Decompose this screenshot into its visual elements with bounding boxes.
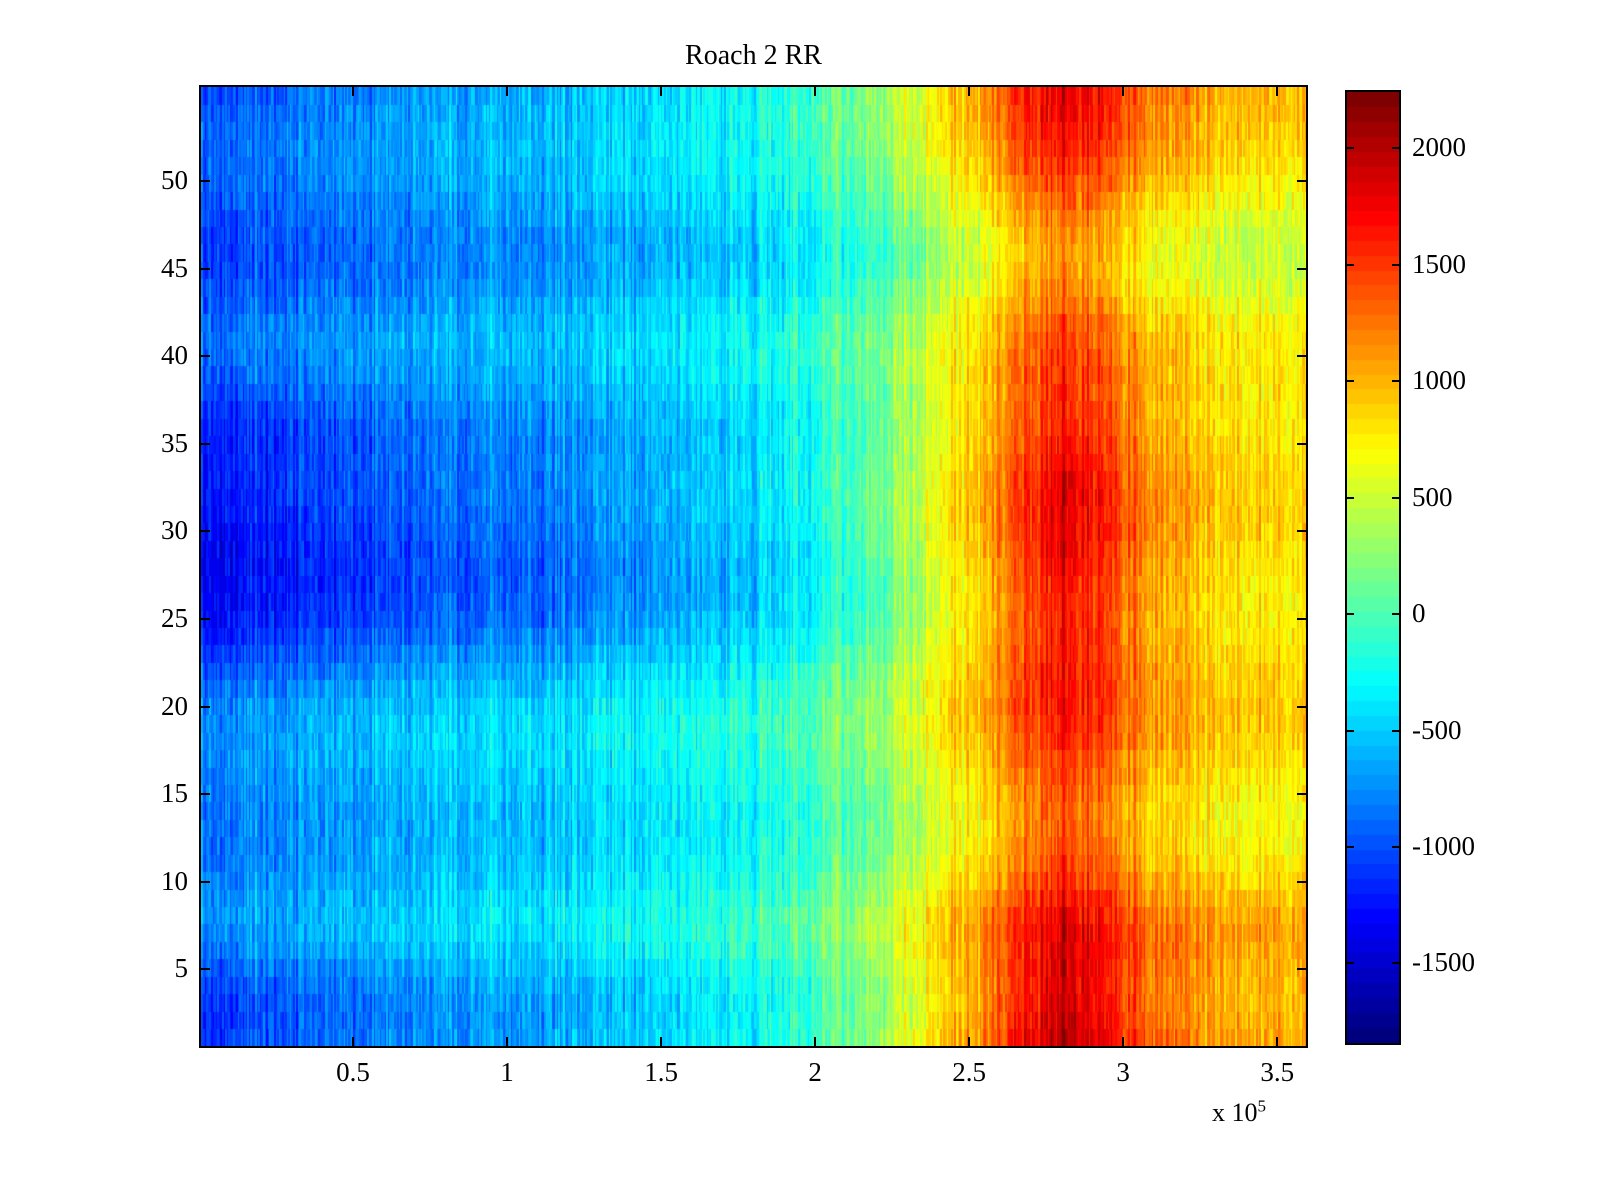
x-tick-mark bbox=[660, 1037, 663, 1048]
y-tick-mark bbox=[1297, 530, 1308, 533]
colorbar-tick-mark bbox=[1345, 147, 1354, 150]
colorbar-tick-mark bbox=[1392, 147, 1401, 150]
y-tick-mark bbox=[199, 880, 210, 883]
colorbar-tick-mark bbox=[1392, 263, 1401, 266]
colorbar-tick-label: -500 bbox=[1412, 714, 1462, 745]
x-tick-mark bbox=[1122, 1037, 1125, 1048]
heatmap-axes[interactable] bbox=[199, 85, 1308, 1048]
x-tick-label: 3 bbox=[1116, 1057, 1130, 1087]
x-tick-mark bbox=[814, 85, 817, 96]
x-tick-mark bbox=[1276, 85, 1279, 96]
x-tick-mark bbox=[968, 1037, 971, 1048]
x-tick-mark bbox=[352, 85, 355, 96]
x-tick-label: 2 bbox=[808, 1057, 822, 1087]
colorbar-tick-mark bbox=[1345, 962, 1354, 965]
y-tick-mark bbox=[199, 705, 210, 708]
colorbar-tick-mark bbox=[1345, 846, 1354, 848]
y-tick-mark bbox=[1297, 793, 1308, 796]
y-tick-mark bbox=[1297, 180, 1308, 183]
x-tick-label: 0.5 bbox=[336, 1057, 370, 1087]
y-tick-mark bbox=[1297, 705, 1308, 708]
y-tick-mark bbox=[199, 180, 210, 183]
colorbar-tick-mark bbox=[1392, 962, 1401, 965]
y-tick-label: 10 bbox=[161, 865, 188, 896]
x-tick-mark bbox=[660, 85, 663, 96]
colorbar-tick-mark bbox=[1345, 613, 1354, 616]
y-tick-mark bbox=[199, 968, 210, 971]
y-tick-label: 30 bbox=[161, 515, 188, 546]
x-tick-mark bbox=[506, 85, 509, 96]
x-axis-exponent-label: x 105 bbox=[1212, 1096, 1267, 1128]
y-tick-mark bbox=[199, 267, 210, 270]
y-tick-mark bbox=[1297, 968, 1308, 971]
y-tick-label: 5 bbox=[174, 953, 189, 984]
y-tick-mark bbox=[1297, 442, 1308, 445]
y-tick-label: 50 bbox=[161, 165, 188, 196]
y-tick-label: 40 bbox=[161, 340, 188, 371]
x-tick-mark bbox=[1122, 85, 1125, 96]
colorbar-tick-label: 1500 bbox=[1412, 248, 1466, 279]
x-tick-mark bbox=[814, 1037, 817, 1048]
y-tick-mark bbox=[1297, 355, 1308, 358]
y-tick-mark bbox=[199, 442, 210, 445]
x-tick-label: 1 bbox=[500, 1057, 514, 1087]
x-tick-mark bbox=[1276, 1037, 1279, 1048]
colorbar-tick-mark bbox=[1392, 380, 1401, 383]
colorbar-tick-mark bbox=[1392, 496, 1401, 499]
colorbar-tick-mark bbox=[1392, 846, 1401, 848]
y-tick-mark bbox=[1297, 267, 1308, 270]
colorbar-tick-label: -1500 bbox=[1412, 947, 1475, 978]
x-exponent-mantissa: x 10 bbox=[1212, 1098, 1258, 1127]
x-tick-mark bbox=[968, 85, 971, 96]
colorbar-gradient bbox=[1347, 92, 1399, 1043]
x-tick-mark bbox=[506, 1037, 509, 1048]
y-tick-mark bbox=[199, 530, 210, 533]
x-tick-label: 1.5 bbox=[644, 1057, 678, 1087]
colorbar[interactable] bbox=[1345, 90, 1401, 1045]
colorbar-tick-mark bbox=[1392, 729, 1401, 732]
page-title: Roach 2 RR bbox=[685, 40, 822, 71]
y-tick-mark bbox=[1297, 618, 1308, 621]
y-tick-mark bbox=[199, 355, 210, 358]
y-tick-mark bbox=[1297, 880, 1308, 883]
colorbar-tick-label: 0 bbox=[1412, 598, 1426, 629]
colorbar-tick-label: 1000 bbox=[1412, 365, 1466, 396]
heatmap-image bbox=[201, 87, 1306, 1046]
colorbar-tick-mark bbox=[1345, 729, 1354, 732]
colorbar-tick-mark bbox=[1392, 613, 1401, 616]
y-tick-mark bbox=[199, 793, 210, 796]
x-tick-mark bbox=[352, 1037, 355, 1048]
colorbar-tick-label: 500 bbox=[1412, 481, 1453, 512]
colorbar-tick-mark bbox=[1345, 380, 1354, 383]
colorbar-tick-mark bbox=[1345, 263, 1354, 266]
y-tick-mark bbox=[199, 618, 210, 621]
colorbar-tick-mark bbox=[1345, 496, 1354, 499]
y-tick-label: 20 bbox=[161, 690, 188, 721]
y-tick-label: 35 bbox=[161, 427, 188, 458]
x-tick-label: 3.5 bbox=[1260, 1057, 1295, 1087]
y-tick-label: 25 bbox=[161, 603, 188, 634]
x-exponent-power: 5 bbox=[1257, 1096, 1267, 1116]
y-tick-label: 45 bbox=[161, 252, 188, 283]
colorbar-tick-label: 2000 bbox=[1412, 132, 1466, 163]
x-tick-label: 2.5 bbox=[952, 1057, 986, 1087]
colorbar-tick-label: -1000 bbox=[1412, 831, 1475, 861]
y-tick-label: 15 bbox=[161, 778, 188, 809]
